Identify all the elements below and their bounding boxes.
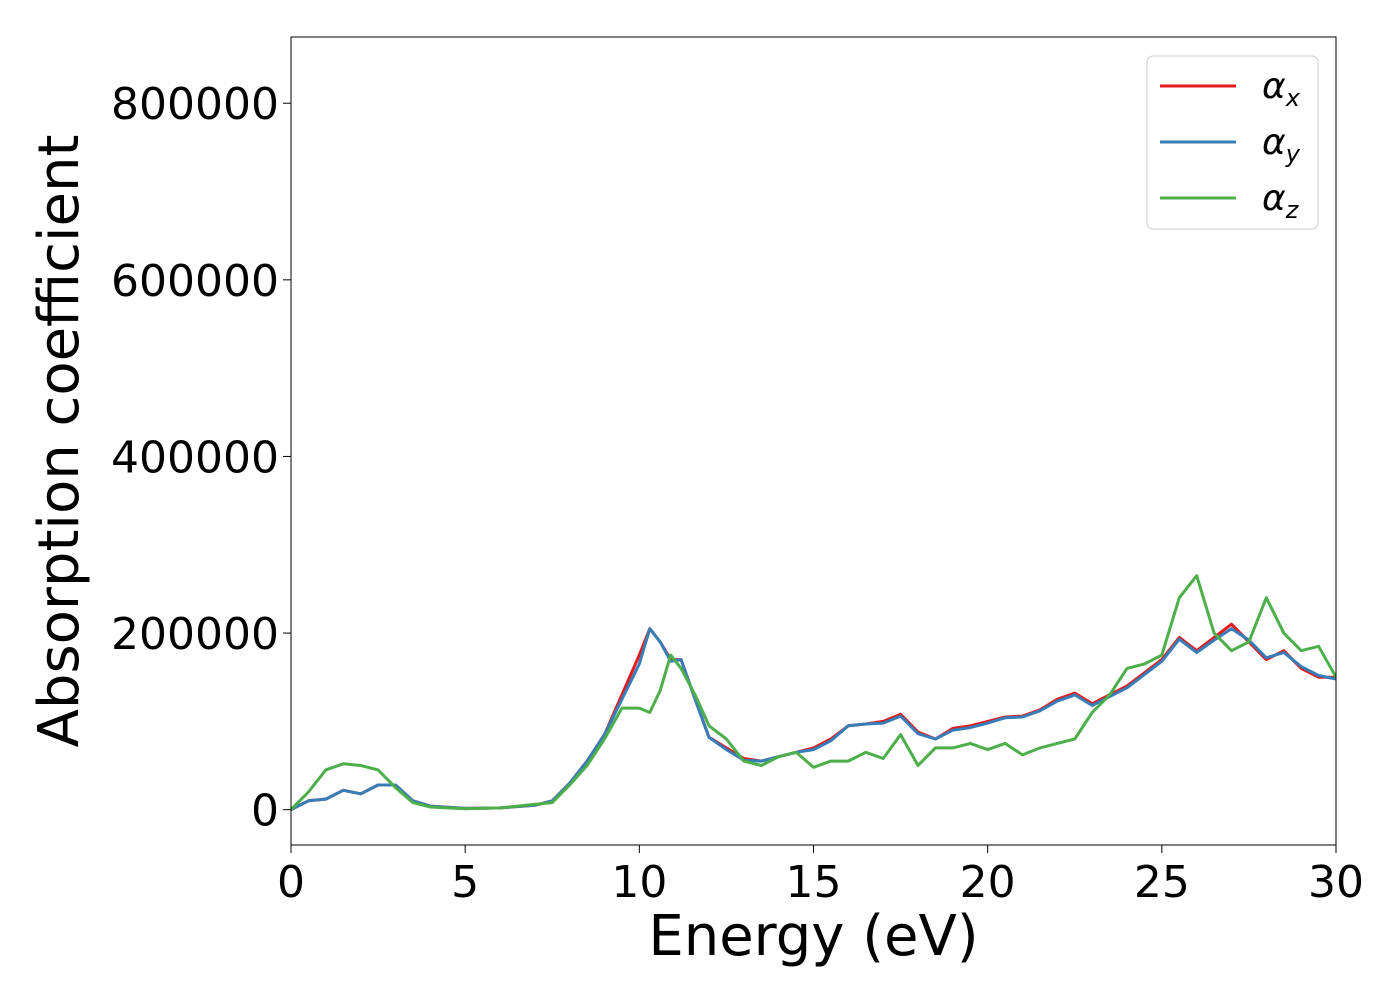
x-tick-label: 5 (451, 857, 479, 908)
legend-label-y: αy (1262, 122, 1301, 168)
legend-label-z: αz (1262, 178, 1300, 224)
y-axis-ticks: 0 200000 400000 600000 800000 (111, 79, 291, 837)
x-axis-ticks: 0 5 10 15 20 25 30 (277, 845, 1364, 908)
x-tick-label: 15 (786, 857, 842, 908)
x-tick-label: 30 (1308, 857, 1364, 908)
series-line-z (291, 574, 1336, 811)
x-tick-label: 10 (611, 857, 667, 908)
x-tick-label: 20 (960, 857, 1016, 908)
y-axis-label: Absorption coefficient (27, 135, 92, 748)
series-line-x (291, 622, 1336, 812)
y-tick-label: 200000 (111, 609, 279, 660)
y-tick-label: 400000 (111, 432, 279, 483)
x-tick-label: 0 (277, 857, 305, 908)
y-tick-label: 0 (251, 786, 279, 837)
series-layer (291, 574, 1336, 812)
legend: αx αy αz (1146, 55, 1319, 230)
y-tick-label: 800000 (111, 79, 279, 130)
series-line-y (291, 627, 1336, 812)
x-axis-label: Energy (eV) (648, 904, 978, 969)
x-tick-label: 25 (1134, 857, 1190, 908)
y-tick-label: 600000 (111, 256, 279, 307)
legend-label-x: αx (1262, 66, 1301, 112)
